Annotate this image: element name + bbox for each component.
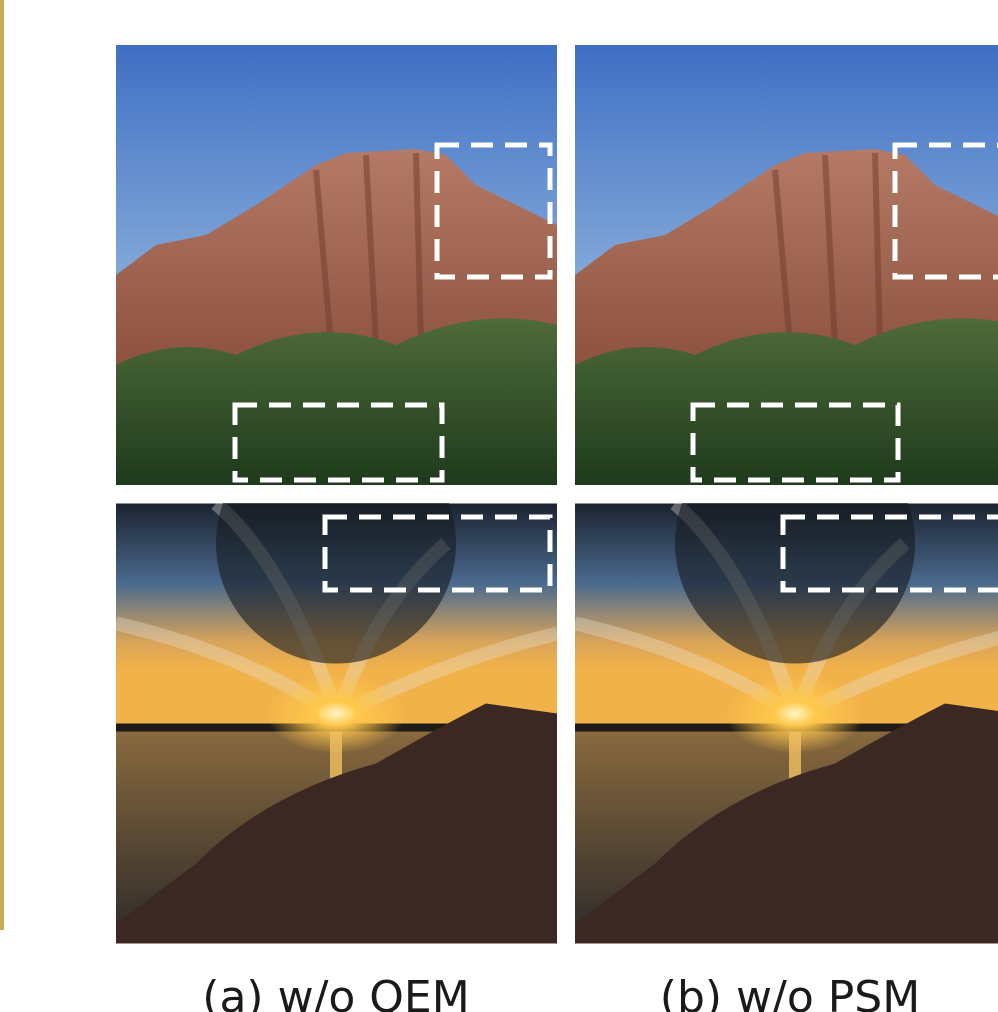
image-a-top: [116, 45, 557, 485]
left-strip: [0, 0, 4, 930]
caption: (b) w/o PSM: [660, 972, 920, 1012]
image-b-bottom: [575, 424, 998, 944]
figure: (a) w/o QEM (b) w/o PSM: [0, 0, 998, 1012]
image-b-top: [575, 45, 998, 485]
image-a-bottom: [116, 424, 557, 944]
caption: (a) w/o QEM: [202, 972, 469, 1012]
